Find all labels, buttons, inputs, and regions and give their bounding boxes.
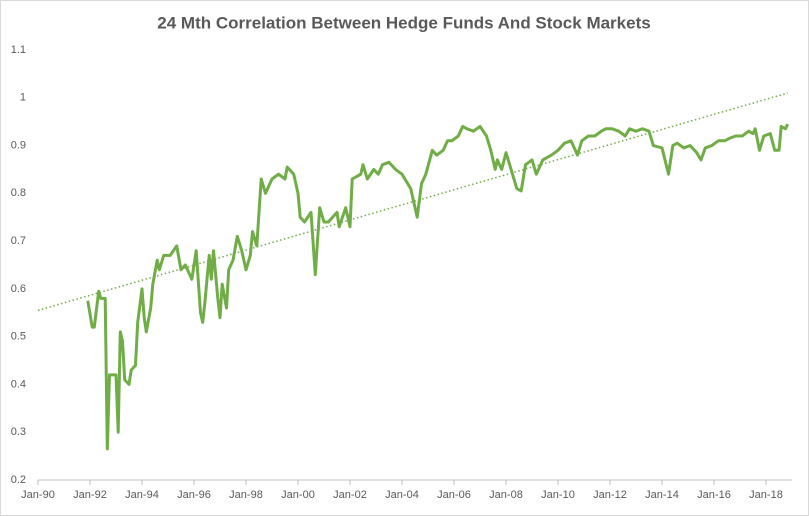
x-tick-label: Jan-96 bbox=[177, 489, 211, 501]
x-tick-label: Jan-92 bbox=[73, 489, 107, 501]
x-tick-label: Jan-94 bbox=[125, 489, 159, 501]
y-tick-label: 0.7 bbox=[11, 235, 26, 247]
x-tick-label: Jan-12 bbox=[593, 489, 627, 501]
x-tick-label: Jan-00 bbox=[281, 489, 315, 501]
y-tick-label: 0.4 bbox=[11, 378, 26, 390]
y-tick-label: 0.2 bbox=[11, 474, 26, 486]
y-tick-label: 0.3 bbox=[11, 426, 26, 438]
x-tick-label: Jan-18 bbox=[749, 489, 783, 501]
y-tick-label: 1.1 bbox=[11, 44, 26, 56]
y-tick-label: 0.9 bbox=[11, 139, 26, 151]
x-tick-label: Jan-90 bbox=[21, 489, 55, 501]
y-tick-label: 0.8 bbox=[11, 187, 26, 199]
data-line bbox=[86, 123, 790, 451]
chart-title: 24 Mth Correlation Between Hedge Funds A… bbox=[157, 13, 650, 32]
x-tick-label: Jan-14 bbox=[645, 489, 679, 501]
y-tick-label: 0.6 bbox=[11, 283, 26, 295]
x-tick-label: Jan-02 bbox=[333, 489, 367, 501]
x-tick-label: Jan-06 bbox=[437, 489, 471, 501]
x-tick-label: Jan-98 bbox=[229, 489, 263, 501]
y-tick-label: 1 bbox=[20, 92, 26, 104]
x-tick-label: Jan-16 bbox=[697, 489, 731, 501]
y-tick-label: 0.5 bbox=[11, 331, 26, 343]
x-tick-label: Jan-04 bbox=[385, 489, 419, 501]
x-tick-label: Jan-08 bbox=[489, 489, 523, 501]
x-tick-label: Jan-10 bbox=[541, 489, 575, 501]
